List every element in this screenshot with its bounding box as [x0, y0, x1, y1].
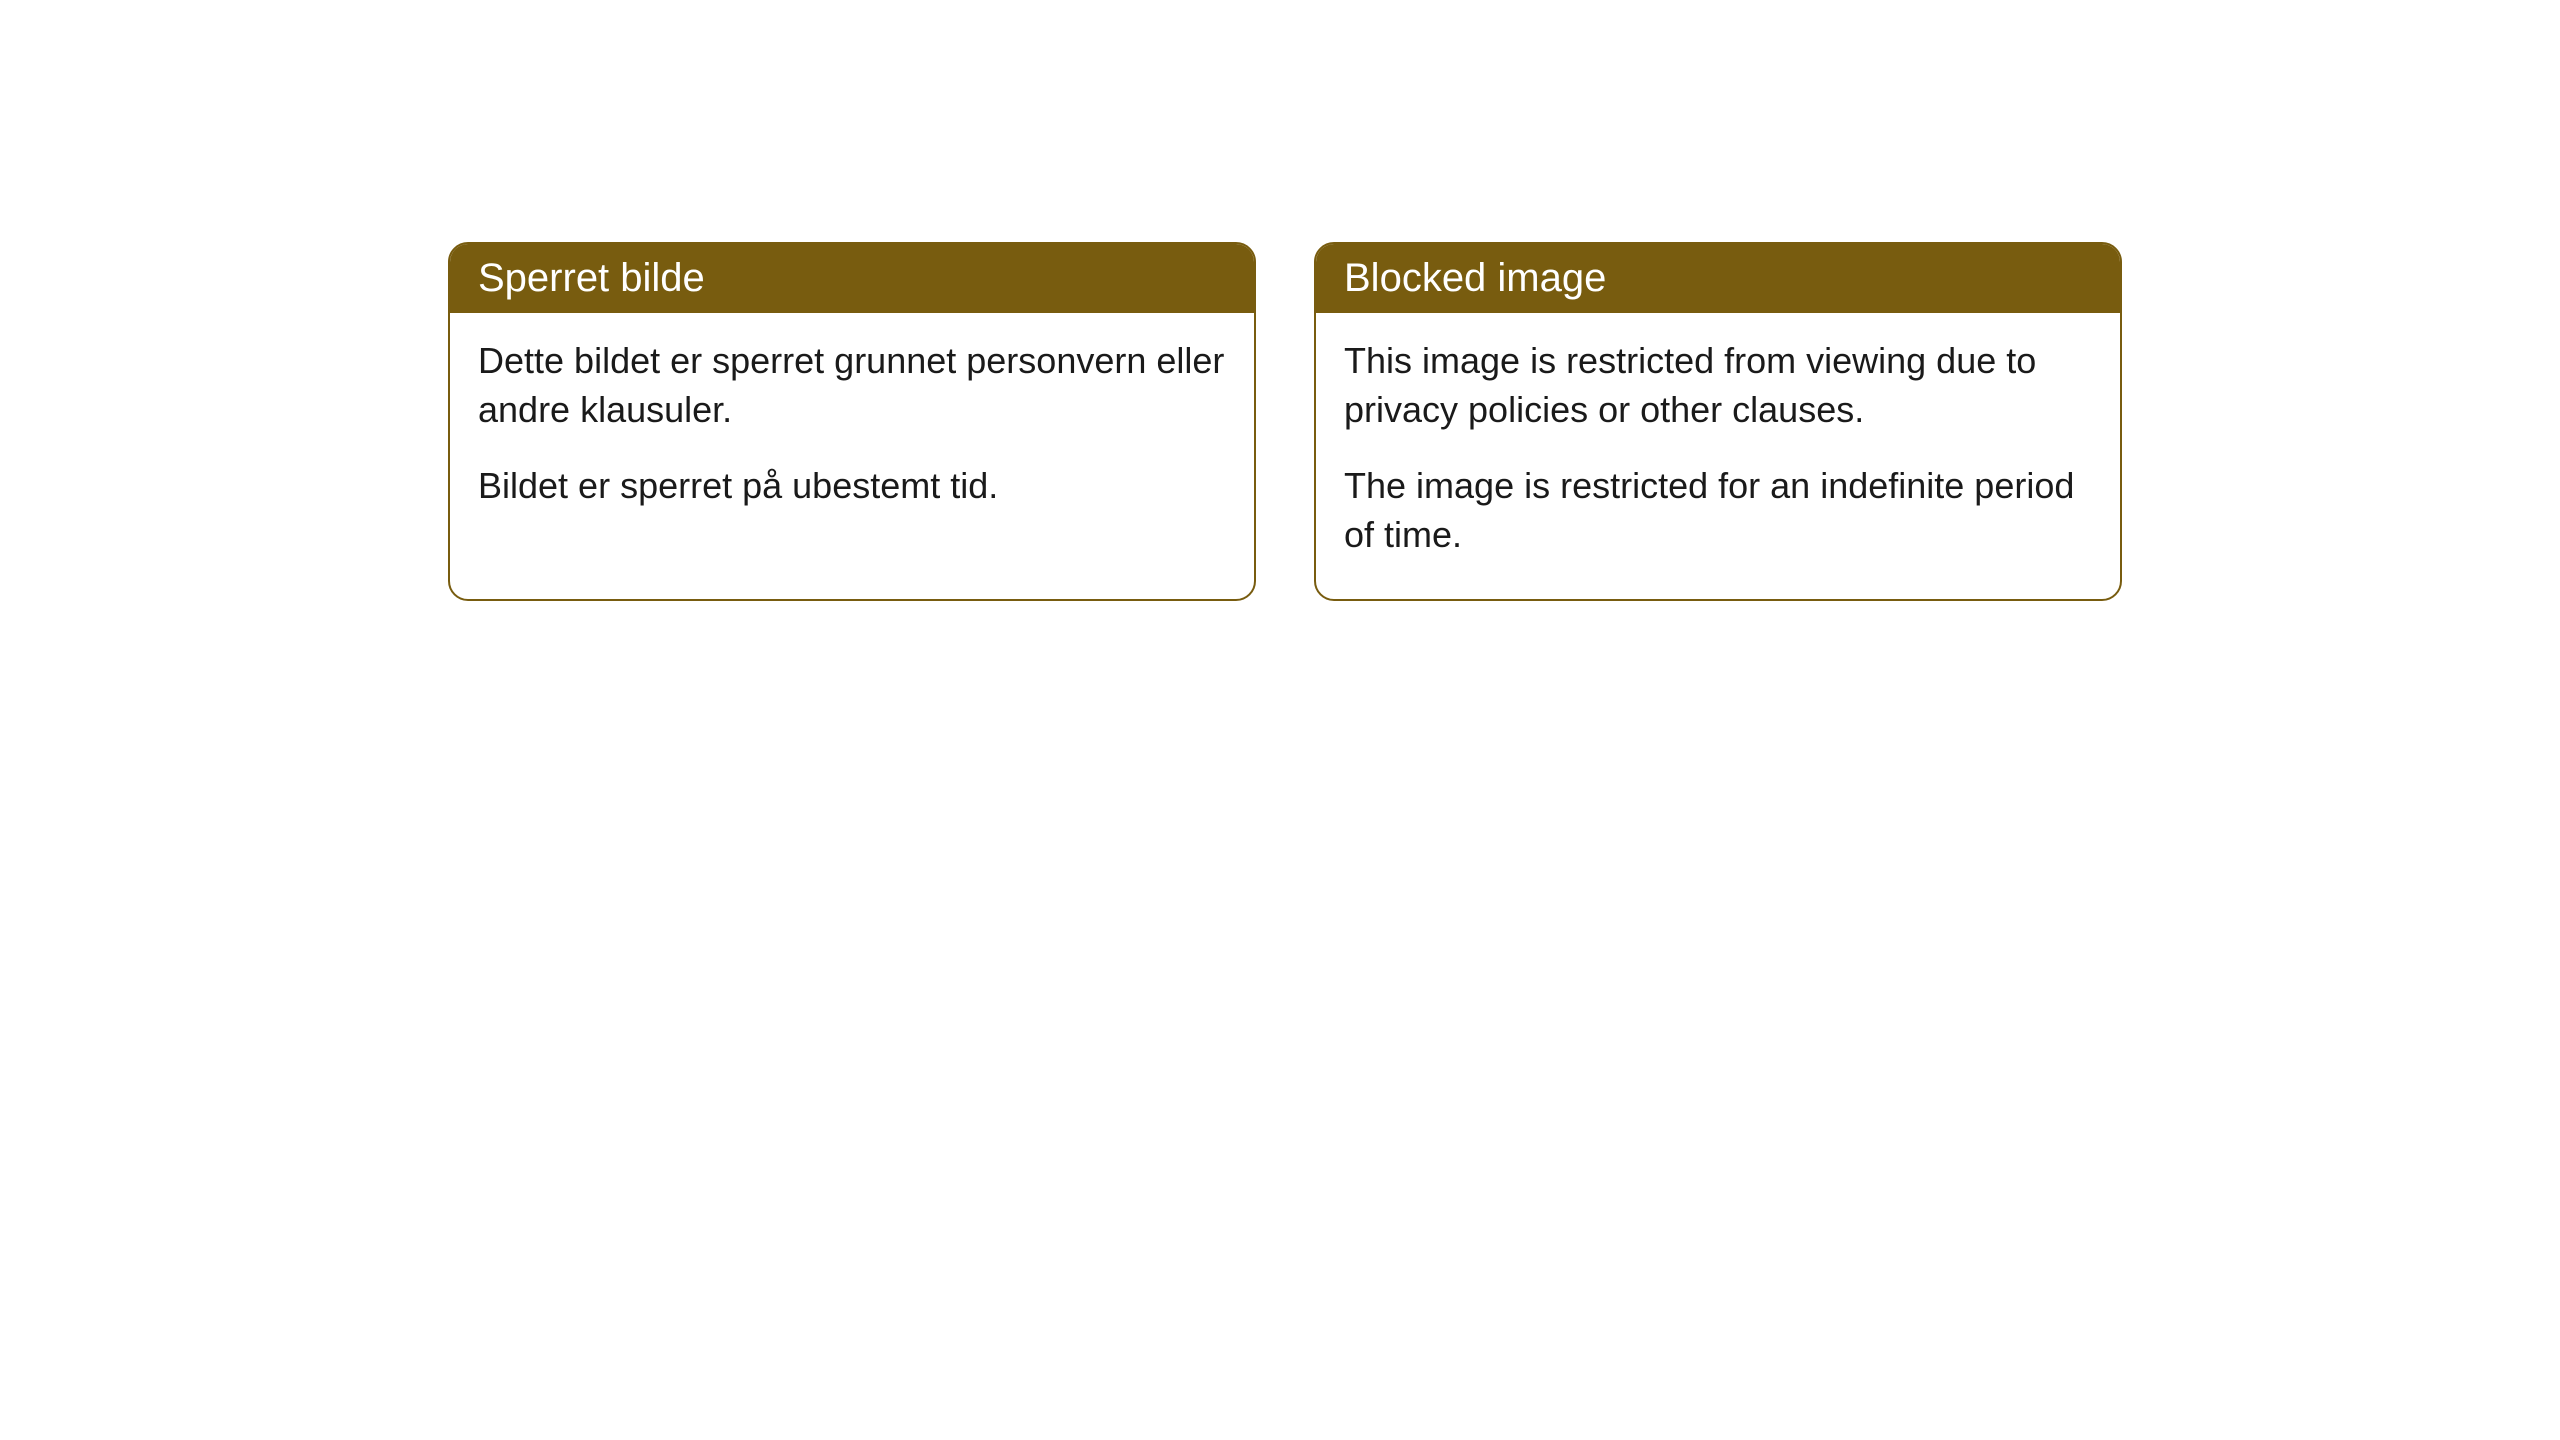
card-paragraph: Bildet er sperret på ubestemt tid. [478, 462, 1226, 511]
card-header: Blocked image [1316, 244, 2120, 313]
card-body: This image is restricted from viewing du… [1316, 313, 2120, 599]
notice-card-norwegian: Sperret bilde Dette bildet er sperret gr… [448, 242, 1256, 601]
notice-cards-container: Sperret bilde Dette bildet er sperret gr… [448, 242, 2122, 601]
notice-card-english: Blocked image This image is restricted f… [1314, 242, 2122, 601]
card-paragraph: This image is restricted from viewing du… [1344, 337, 2092, 434]
card-header: Sperret bilde [450, 244, 1254, 313]
card-title: Blocked image [1344, 256, 1606, 300]
card-title: Sperret bilde [478, 256, 705, 300]
card-body: Dette bildet er sperret grunnet personve… [450, 313, 1254, 551]
card-paragraph: The image is restricted for an indefinit… [1344, 462, 2092, 559]
card-paragraph: Dette bildet er sperret grunnet personve… [478, 337, 1226, 434]
